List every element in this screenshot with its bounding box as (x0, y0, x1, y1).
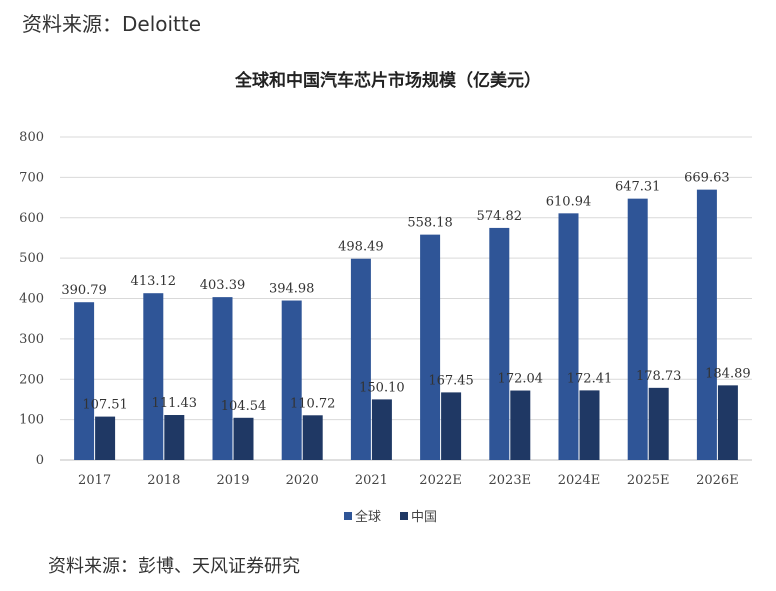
data-label: 498.49 (338, 240, 384, 255)
x-tick-label: 2026E (696, 473, 739, 488)
bar-china (95, 416, 116, 460)
bar-china (164, 415, 185, 460)
data-label: 403.39 (200, 278, 246, 293)
bar-china (648, 387, 669, 460)
bar-global (74, 302, 95, 460)
bar-global (489, 227, 510, 460)
bar-global (558, 213, 579, 460)
data-label: 167.45 (428, 373, 474, 388)
source-note-bottom: 资料来源：彭博、天风证券研究 (48, 556, 300, 577)
bar-global (143, 293, 164, 460)
bar-china (233, 417, 254, 460)
x-tick-label: 2025E (627, 473, 670, 488)
legend-swatch (344, 512, 352, 520)
y-tick-label: 700 (19, 170, 44, 185)
x-axis: 2017 2018 2019 2020 2021 2022E 2023E 2024E 2025E… (78, 473, 739, 488)
bar-global (627, 198, 648, 460)
data-label: 178.73 (636, 369, 682, 384)
data-label: 610.94 (546, 194, 592, 209)
bars: 390.79 107.51 413.12 111.43 403.39 104.54 394.… (61, 171, 751, 460)
y-tick-label: 600 (19, 211, 44, 226)
data-label: 111.43 (152, 396, 198, 411)
data-label: 150.10 (359, 380, 405, 395)
y-tick-label: 500 (19, 251, 44, 266)
bar-china (302, 415, 323, 460)
y-tick-label: 300 (19, 332, 44, 347)
data-label: 394.98 (269, 282, 315, 297)
x-tick-label: 2022E (419, 473, 462, 488)
bar-china (510, 390, 531, 460)
x-tick-label: 2021 (355, 473, 388, 488)
data-label: 390.79 (61, 283, 107, 298)
bar-global (281, 300, 302, 460)
legend-label: 全球 (355, 509, 381, 525)
legend: 全球 中国 (344, 509, 437, 525)
bar-china (717, 385, 738, 460)
legend-label: 中国 (411, 510, 437, 525)
data-label: 172.04 (498, 372, 544, 387)
bar-chart: 0 100 200 300 400 500 600 700 800 390.79 107.51 41… (19, 130, 752, 525)
data-label: 107.51 (82, 398, 128, 413)
chart-title: 全球和中国汽车芯片市场规模（亿美元） (235, 71, 541, 91)
data-label: 104.54 (221, 399, 267, 414)
data-label: 413.12 (131, 274, 177, 289)
bar-china (371, 399, 392, 460)
bar-global (696, 189, 717, 460)
x-tick-label: 2019 (216, 473, 249, 488)
bar-global (420, 234, 441, 460)
data-label: 669.63 (684, 171, 730, 186)
y-tick-label: 800 (19, 130, 44, 145)
x-tick-label: 2024E (558, 473, 601, 488)
y-tick-label: 400 (19, 292, 44, 307)
data-label: 558.18 (407, 216, 453, 231)
source-note-top: 资料来源：Deloitte (22, 12, 202, 36)
data-label: 574.82 (477, 209, 523, 224)
y-axis: 0 100 200 300 400 500 600 700 800 (19, 130, 44, 468)
y-tick-label: 0 (36, 453, 44, 468)
y-tick-label: 100 (19, 413, 44, 428)
bar-china (441, 392, 462, 460)
data-label: 172.41 (567, 371, 613, 386)
bar-global (212, 297, 233, 460)
y-tick-label: 200 (19, 372, 44, 387)
data-label: 110.72 (290, 396, 336, 411)
x-tick-label: 2018 (147, 473, 180, 488)
x-tick-label: 2020 (286, 473, 319, 488)
bar-china (579, 390, 600, 460)
data-label: 184.89 (705, 366, 751, 381)
bar-global (350, 258, 371, 460)
data-label: 647.31 (615, 180, 661, 195)
x-tick-label: 2017 (78, 473, 111, 488)
legend-swatch (400, 512, 408, 520)
x-tick-label: 2023E (489, 473, 532, 488)
